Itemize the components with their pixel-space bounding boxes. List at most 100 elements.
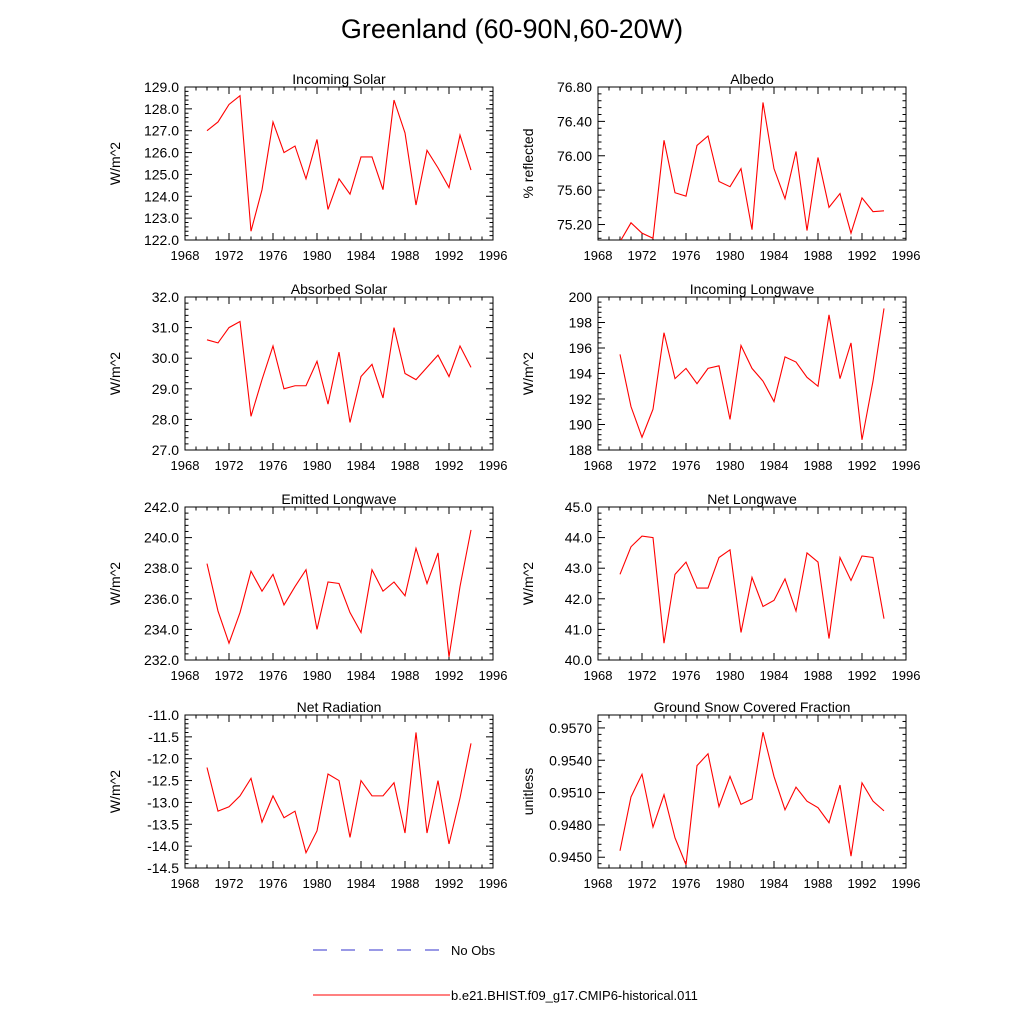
y-tick-label: 44.0: [565, 530, 592, 546]
y-tick-label: 0.9570: [549, 720, 592, 736]
x-tick-label: 1992: [848, 668, 877, 683]
y-tick-label: 242.0: [144, 499, 179, 515]
y-tick-label: 234.0: [144, 621, 179, 637]
x-tick-label: 1980: [716, 458, 745, 473]
x-tick-label: 1996: [892, 876, 921, 891]
y-tick-label: -11.5: [148, 729, 179, 745]
chart-panel-emitted-longwave: 1968 1972 1976 1980 1984 1988 1992 1996 232.0 234…: [107, 491, 507, 683]
x-tick-label: 1984: [347, 668, 376, 683]
panel-title: Net Radiation: [297, 699, 382, 715]
series-line-incoming-longwave: [619, 308, 885, 440]
series-line-ground-snow-covered-fraction: [619, 732, 885, 865]
panel-title: Absorbed Solar: [291, 281, 388, 297]
x-tick-label: 1972: [215, 248, 244, 263]
y-tick-label: 43.0: [565, 560, 592, 576]
x-tick-label: 1972: [628, 876, 657, 891]
y-axis-label: unitless: [520, 768, 536, 815]
x-tick-label: 1992: [435, 876, 464, 891]
x-tick-label: 1980: [303, 668, 332, 683]
y-tick-label: 127.0: [144, 123, 179, 139]
legend-label-model-run: b.e21.BHIST.f09_g17.CMIP6-historical.011: [451, 988, 698, 1003]
x-tick-label: 1992: [435, 668, 464, 683]
x-tick-label: 1980: [716, 248, 745, 263]
x-tick-label: 1972: [628, 668, 657, 683]
x-tick-label: 1988: [804, 668, 833, 683]
x-tick-label: 1972: [215, 458, 244, 473]
y-tick-label: 31.0: [152, 320, 179, 336]
x-tick-label: 1976: [672, 668, 701, 683]
x-tick-label: 1976: [259, 458, 288, 473]
y-tick-label: -14.0: [147, 838, 179, 854]
x-tick-label: 1988: [804, 876, 833, 891]
y-axis-label: % reflected: [520, 128, 536, 198]
y-tick-label: 240.0: [144, 530, 179, 546]
chart-panel-net-longwave: 1968 1972 1976 1980 1984 1988 1992 1996 40.0 41.0…: [520, 491, 920, 683]
panel-title: Incoming Longwave: [690, 281, 815, 297]
x-tick-label: 1968: [171, 248, 200, 263]
x-tick-label: 1980: [716, 876, 745, 891]
x-tick-label: 1988: [391, 458, 420, 473]
x-tick-label: 1996: [479, 248, 508, 263]
y-tick-label: 76.00: [557, 148, 592, 164]
x-tick-label: 1992: [848, 458, 877, 473]
y-tick-label: -12.5: [147, 773, 179, 789]
panel-title: Albedo: [730, 71, 774, 87]
page-title: Greenland (60-90N,60-20W): [340, 14, 684, 44]
y-tick-label: 194: [569, 366, 593, 382]
x-tick-label: 1984: [347, 876, 376, 891]
y-tick-label: 45.0: [565, 499, 592, 515]
chart-panel-ground-snow-covered-fraction: 1968 1972 1976 1980 1984 1988 1992 1996 0.9450 0.…: [520, 699, 920, 891]
y-tick-label: 0.9450: [549, 849, 592, 865]
y-tick-label: 75.60: [557, 182, 592, 198]
x-tick-label: 1980: [303, 248, 332, 263]
legend-label-no-obs: No Obs: [451, 943, 496, 958]
series-line-emitted-longwave: [206, 529, 472, 658]
x-tick-label: 1972: [628, 248, 657, 263]
y-tick-label: 125.0: [144, 166, 179, 182]
y-tick-label: 232.0: [144, 652, 179, 668]
plot-frame: [597, 296, 907, 451]
chart-panel-albedo: 1968 1972 1976 1980 1984 1988 1992 1996 75.20 75.…: [520, 71, 920, 263]
x-tick-label: 1980: [303, 876, 332, 891]
x-tick-label: 1972: [628, 458, 657, 473]
x-tick-label: 1980: [716, 668, 745, 683]
y-tick-label: 42.0: [565, 591, 592, 607]
x-tick-label: 1984: [347, 458, 376, 473]
x-tick-label: 1988: [391, 876, 420, 891]
x-tick-label: 1968: [584, 458, 613, 473]
y-axis-label: W/m^2: [107, 142, 123, 185]
y-axis-label: W/m^2: [520, 562, 536, 605]
plot-frame: [184, 296, 494, 451]
x-tick-label: 1996: [479, 458, 508, 473]
x-tick-label: 1976: [672, 876, 701, 891]
x-tick-label: 1992: [848, 248, 877, 263]
x-tick-label: 1988: [804, 458, 833, 473]
x-tick-label: 1976: [672, 458, 701, 473]
x-tick-label: 1996: [892, 458, 921, 473]
x-tick-label: 1984: [760, 876, 789, 891]
chart-panel-incoming-longwave: 1968 1972 1976 1980 1984 1988 1992 1996 188 190 19…: [520, 281, 920, 473]
y-tick-label: 40.0: [565, 652, 592, 668]
x-tick-label: 1996: [892, 668, 921, 683]
plot-frame: [184, 86, 494, 241]
y-tick-label: -13.0: [147, 794, 179, 810]
y-tick-label: 192: [569, 391, 593, 407]
x-tick-label: 1988: [804, 248, 833, 263]
x-tick-label: 1988: [391, 248, 420, 263]
chart-panel-incoming-solar: 1968 1972 1976 1980 1984 1988 1992 1996 122.0 123…: [107, 71, 507, 263]
plot-frame: [184, 714, 494, 869]
series-line-absorbed-solar: [206, 320, 472, 423]
x-tick-label: 1992: [848, 876, 877, 891]
y-tick-label: 41.0: [565, 621, 592, 637]
x-tick-label: 1984: [760, 668, 789, 683]
x-tick-label: 1968: [171, 668, 200, 683]
x-tick-label: 1988: [391, 668, 420, 683]
y-axis-label: W/m^2: [107, 352, 123, 395]
y-tick-label: 236.0: [144, 591, 179, 607]
y-tick-label: 238.0: [144, 560, 179, 576]
x-tick-label: 1976: [259, 876, 288, 891]
x-tick-label: 1996: [479, 668, 508, 683]
x-tick-label: 1976: [259, 668, 288, 683]
y-tick-label: 126.0: [144, 145, 179, 161]
